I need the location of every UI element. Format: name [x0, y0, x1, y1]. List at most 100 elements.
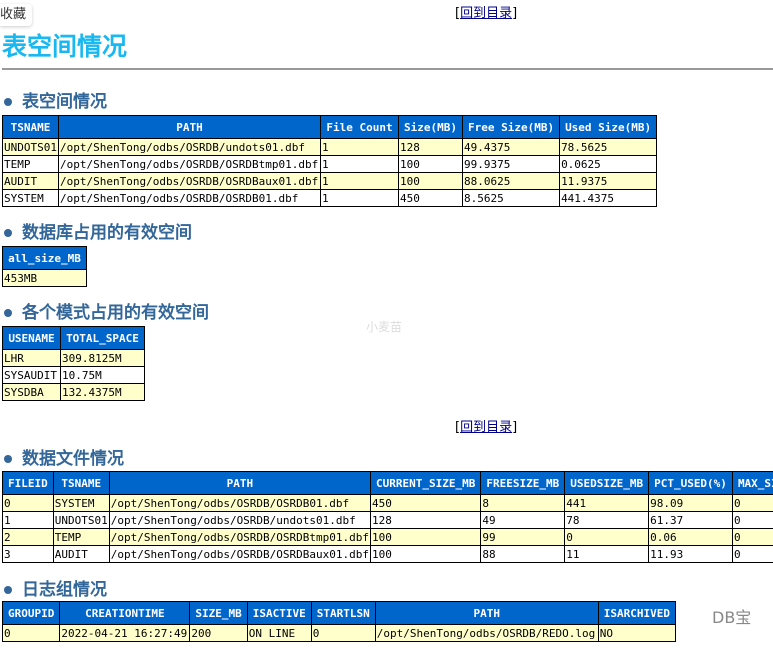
table-cell: 0.0625 [559, 155, 658, 173]
table-cell: 99.9375 [461, 155, 561, 173]
table-cell: 0 [731, 528, 773, 546]
back-to-index-link[interactable]: 回到目录 [460, 420, 513, 435]
table-cell: 0 [564, 528, 650, 546]
header-row: FILEID TSNAME PATH CURRENT_SIZE_MB FREESIZE_… [2, 471, 773, 495]
table-cell: 98.09 [648, 494, 733, 512]
heading-text: 数据库占用的有效空间 [22, 223, 192, 243]
table-cell: 441.4375 [559, 189, 658, 207]
table-cell: LHR [2, 349, 61, 367]
table-cell: TEMP [2, 155, 59, 173]
table-cell: 49 [480, 511, 566, 529]
table-cell: 128 [397, 138, 463, 156]
watermark: 小麦苗 [366, 320, 403, 334]
table-cell: 10.75M [60, 366, 145, 384]
column-header[interactable]: GROUPID [1, 601, 61, 625]
table-cell: 2 [2, 528, 54, 546]
table-cell: 1 [2, 511, 54, 529]
column-header[interactable]: CURRENT_SIZE_MB [370, 471, 482, 495]
table-cell: 1 [319, 189, 399, 207]
table-row: SYSDBA 132.4375M [2, 383, 145, 401]
column-header[interactable]: FREESIZE_MB [480, 471, 566, 495]
table-cell: 0 [1, 624, 61, 642]
table-cell: UNDOTS01 [2, 138, 59, 156]
table-row: SYSAUDIT 10.75M [2, 366, 145, 384]
table-cell: 61.37 [648, 511, 733, 529]
table-cell: 8.5625 [461, 189, 561, 207]
section-heading-datafiles: 数据文件情况 [4, 449, 124, 469]
tablespace-table: TSNAME PATH File Count Size(MB) Free Size(MB… [2, 115, 658, 207]
back-to-index-top: [回到目录] [455, 6, 518, 21]
table-cell: SYSTEM [2, 189, 59, 207]
column-header[interactable]: Size(MB) [397, 115, 463, 139]
table-cell: 11.9375 [559, 172, 658, 190]
heading-text: 日志组情况 [22, 580, 107, 600]
table-row: 3 AUDIT/opt/ShenTong/odbs/OSRDB/OSRDBaux0… [2, 545, 773, 563]
column-header[interactable]: ISARCHIVED [597, 601, 676, 625]
table-cell: /opt/ShenTong/odbs/OSRDB/OSRDB01.dbf [108, 494, 372, 512]
table-cell: SYSAUDIT [2, 366, 61, 384]
back-to-index-middle: [回到目录] [455, 420, 518, 435]
back-to-index-link[interactable]: 回到目录 [460, 6, 513, 21]
column-header[interactable]: Free Size(MB) [461, 115, 561, 139]
table-cell: /opt/ShenTong/odbs/OSRDB/undots01.dbf [108, 511, 372, 529]
column-header[interactable]: TSNAME [52, 471, 110, 495]
column-header[interactable]: PATH [108, 471, 372, 495]
table-cell: ON LINE [246, 624, 312, 642]
table-cell: /opt/ShenTong/odbs/OSRDB/OSRDB01.dbf [57, 189, 321, 207]
table-cell: 0 [731, 494, 773, 512]
column-header[interactable]: USENAME [2, 326, 61, 350]
column-header[interactable]: FILEID [2, 471, 54, 495]
column-header[interactable]: File Count [319, 115, 399, 139]
column-header[interactable]: TOTAL_SPACE [60, 326, 145, 350]
table-cell: 1 [319, 155, 399, 173]
table-cell: 200 [189, 624, 248, 642]
table-row: 1 UNDOTS01/opt/ShenTong/odbs/OSRDB/undots… [2, 511, 773, 529]
section-heading-db-space: 数据库占用的有效空间 [4, 223, 192, 243]
column-header[interactable]: PATH [374, 601, 599, 625]
table-cell: /opt/ShenTong/odbs/OSRDB/OSRDBaux01.dbf [108, 545, 372, 563]
table-cell: 100 [397, 155, 463, 173]
header-row: GROUPID CREATIONTIME SIZE_MB ISACTIVE STARTL… [1, 601, 676, 625]
column-header[interactable]: MAX_SIZE [731, 471, 773, 495]
header-row: TSNAME PATH File Count Size(MB) Free Size(MB… [2, 115, 658, 139]
table-cell: 2022-04-21 16:27:49 [59, 624, 191, 642]
table-cell: 0 [310, 624, 376, 642]
brand-watermark: DB宝 [712, 608, 752, 627]
loggroups-table: GROUPID CREATIONTIME SIZE_MB ISACTIVE STARTL… [1, 601, 676, 642]
table-cell: 100 [370, 545, 482, 563]
table-cell: 100 [397, 172, 463, 190]
table-cell: 1 [319, 138, 399, 156]
table-cell: 78.5625 [559, 138, 658, 156]
column-header[interactable]: CREATIONTIME [59, 601, 191, 625]
table-row: SYSTEM/opt/ShenTong/odbs/OSRDB/OSRDB01.d… [2, 189, 658, 207]
bullet-icon [4, 229, 12, 237]
bullet-icon [4, 98, 12, 106]
table-cell: TEMP [52, 528, 110, 546]
favorite-button[interactable]: 收藏 [0, 4, 33, 26]
column-header[interactable]: PCT_USED(%) [648, 471, 733, 495]
header-row: all_size_MB [2, 246, 87, 270]
column-header[interactable]: Used Size(MB) [559, 115, 658, 139]
column-header[interactable]: TSNAME [2, 115, 59, 139]
bullet-icon [4, 455, 12, 463]
heading-text: 各个模式占用的有效空间 [22, 303, 209, 323]
column-header[interactable]: USEDSIZE_MB [564, 471, 650, 495]
table-cell: 132.4375M [60, 383, 145, 401]
table-cell: 88.0625 [461, 172, 561, 190]
table-cell: 78 [564, 511, 650, 529]
section-heading-loggroups: 日志组情况 [4, 580, 107, 600]
divider [2, 68, 773, 70]
db-space-table: all_size_MB 453MB [2, 246, 87, 287]
column-header[interactable]: ISACTIVE [246, 601, 312, 625]
column-header[interactable]: all_size_MB [2, 246, 87, 270]
table-row: 2 TEMP/opt/ShenTong/odbs/OSRDB/OSRDBtmp01… [2, 528, 773, 546]
datafiles-table: FILEID TSNAME PATH CURRENT_SIZE_MB FREESIZE_… [2, 471, 773, 563]
column-header[interactable]: STARTLSN [310, 601, 376, 625]
heading-text: 数据文件情况 [22, 449, 124, 469]
table-cell: 0 [2, 494, 54, 512]
table-cell: /opt/ShenTong/odbs/OSRDB/OSRDBtmp01.dbf [57, 155, 321, 173]
column-header[interactable]: SIZE_MB [189, 601, 248, 625]
column-header[interactable]: PATH [57, 115, 321, 139]
table-row: 0 2022-04-21 16:27:49 200 ON LINE 0/opt/Shen… [1, 624, 676, 642]
header-row: USENAME TOTAL_SPACE [2, 326, 145, 350]
